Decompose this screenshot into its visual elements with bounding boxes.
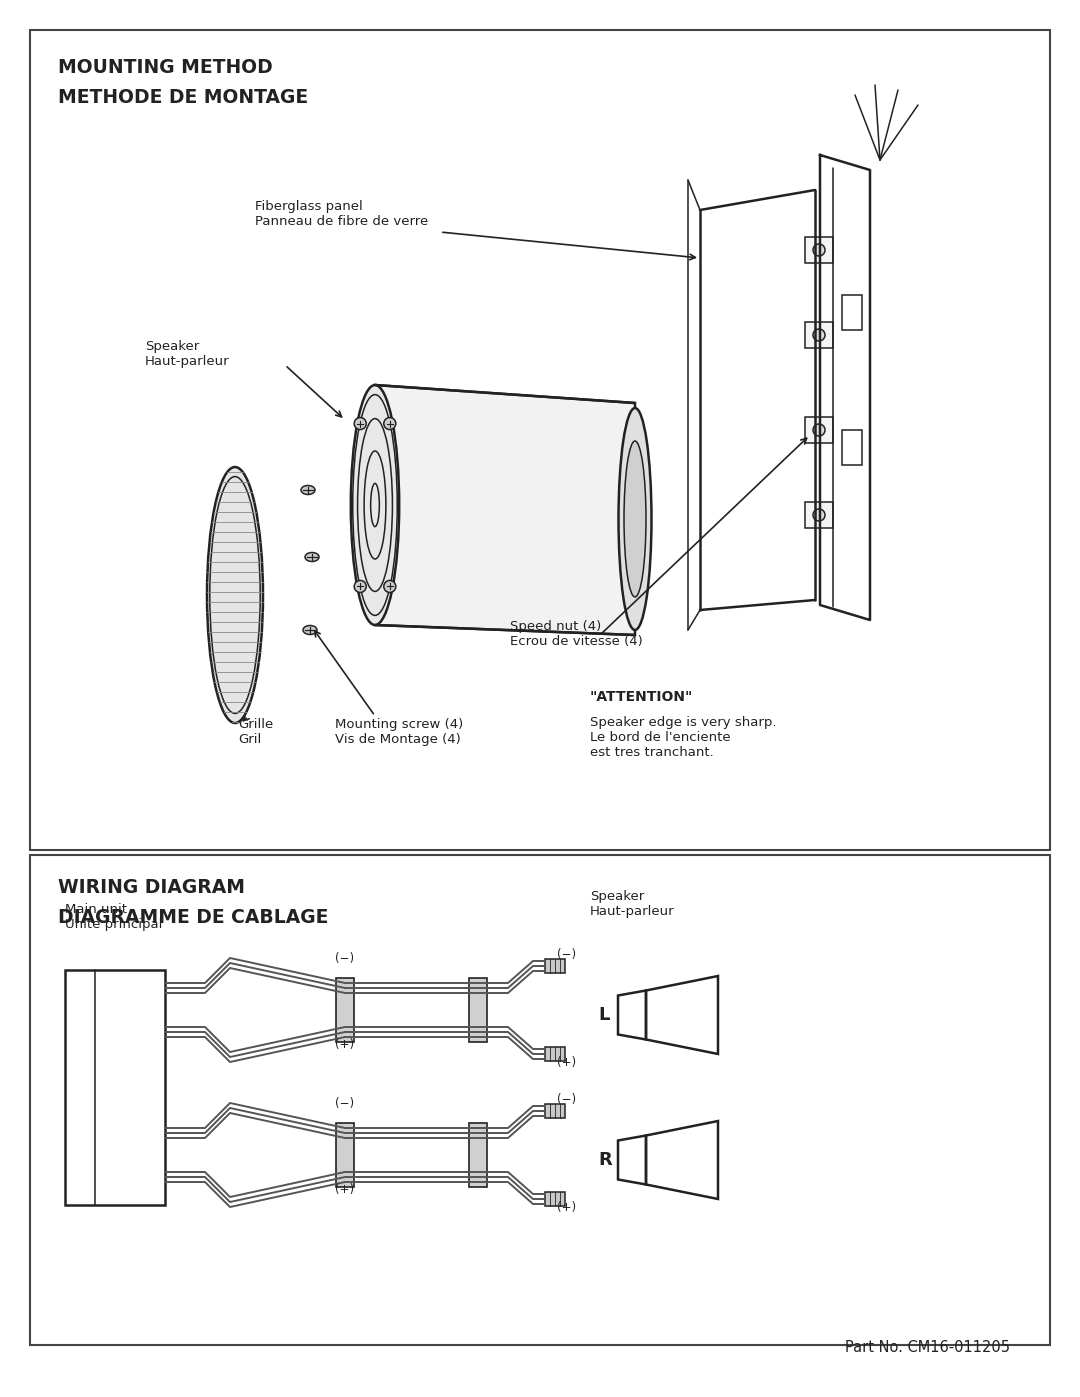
Bar [805,321,833,348]
Text: L: L [598,1006,609,1024]
Text: (+): (+) [336,1038,354,1051]
Bar [545,958,565,972]
Text: Speaker
Haut-parleur: Speaker Haut-parleur [145,339,230,367]
Bar [545,1192,565,1206]
Bar [30,855,1050,1345]
Text: Main unit
Unite principal: Main unit Unite principal [65,902,162,930]
Text: (+): (+) [557,1201,577,1214]
Bar [545,1104,565,1118]
Bar [805,502,833,528]
Text: METHODE DE MONTAGE: METHODE DE MONTAGE [58,88,308,108]
Text: Speed nut (4)
Ecrou de vitesse (4): Speed nut (4) Ecrou de vitesse (4) [510,620,643,648]
Text: MOUNTING METHOD: MOUNTING METHOD [58,59,273,77]
Text: (−): (−) [336,951,354,965]
Circle shape [354,581,366,592]
Bar [842,295,862,330]
Bar [469,978,487,1042]
Circle shape [813,425,825,436]
Bar [65,970,165,1206]
Text: (+): (+) [557,1056,577,1069]
Circle shape [813,509,825,521]
Bar [805,237,833,263]
Circle shape [383,581,395,592]
Bar [545,1046,565,1060]
Ellipse shape [303,626,318,634]
Text: (−): (−) [557,1092,577,1106]
Text: Fiberglass panel
Panneau de fibre de verre: Fiberglass panel Panneau de fibre de ver… [255,200,429,228]
Text: Mounting screw (4)
Vis de Montage (4): Mounting screw (4) Vis de Montage (4) [335,718,463,746]
Circle shape [354,418,366,429]
Bar [842,430,862,465]
Bar [805,416,833,443]
Bar [469,1123,487,1187]
Circle shape [813,330,825,341]
Bar [336,978,354,1042]
Text: Grille
Gril: Grille Gril [238,718,273,746]
Circle shape [383,418,395,429]
Ellipse shape [305,552,319,562]
Text: WIRING DIAGRAM: WIRING DIAGRAM [58,877,245,897]
Bar [30,29,1050,849]
Text: "ATTENTION": "ATTENTION" [590,690,693,704]
Text: Speaker edge is very sharp.
Le bord de l'enciente
est tres tranchant.: Speaker edge is very sharp. Le bord de l… [590,717,777,759]
Circle shape [813,244,825,256]
Text: Speaker
Haut-parleur: Speaker Haut-parleur [590,890,675,918]
Text: DIAGRAMME DE CABLAGE: DIAGRAMME DE CABLAGE [58,908,328,928]
Ellipse shape [207,467,264,724]
Text: R: R [598,1151,611,1169]
Text: (−): (−) [557,949,577,961]
Text: (+): (+) [336,1183,354,1196]
Polygon shape [375,386,635,636]
Text: (−): (−) [336,1097,354,1111]
Text: Part No. CM16-011205: Part No. CM16-011205 [845,1340,1010,1355]
Ellipse shape [624,441,646,597]
Ellipse shape [619,408,651,630]
Ellipse shape [351,386,400,624]
Bar [336,1123,354,1187]
Ellipse shape [301,486,315,495]
